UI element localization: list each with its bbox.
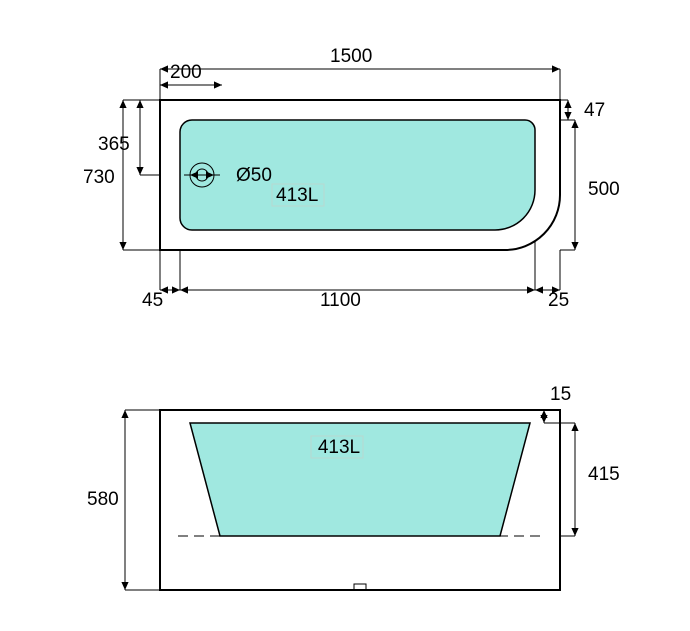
dim-1100: 1100 xyxy=(320,290,361,311)
dim-730: 730 xyxy=(83,167,115,188)
side-volume: 413L xyxy=(318,437,360,458)
top-basin xyxy=(180,120,535,230)
dim-1500: 1500 xyxy=(330,46,372,67)
dim-500: 500 xyxy=(588,179,620,200)
dim-200: 200 xyxy=(170,62,202,83)
dim-580: 580 xyxy=(87,489,119,510)
dim-47: 47 xyxy=(584,100,605,121)
dim-365: 365 xyxy=(98,134,130,155)
dim-25: 25 xyxy=(548,290,569,311)
technical-drawing: Ø50413L20015004750036573045110025413L154… xyxy=(0,0,690,631)
drain-label: Ø50 xyxy=(236,165,272,186)
dim-415: 415 xyxy=(588,464,620,485)
dim-15: 15 xyxy=(550,384,571,405)
top-volume: 413L xyxy=(276,185,318,206)
dim-45: 45 xyxy=(142,290,163,311)
